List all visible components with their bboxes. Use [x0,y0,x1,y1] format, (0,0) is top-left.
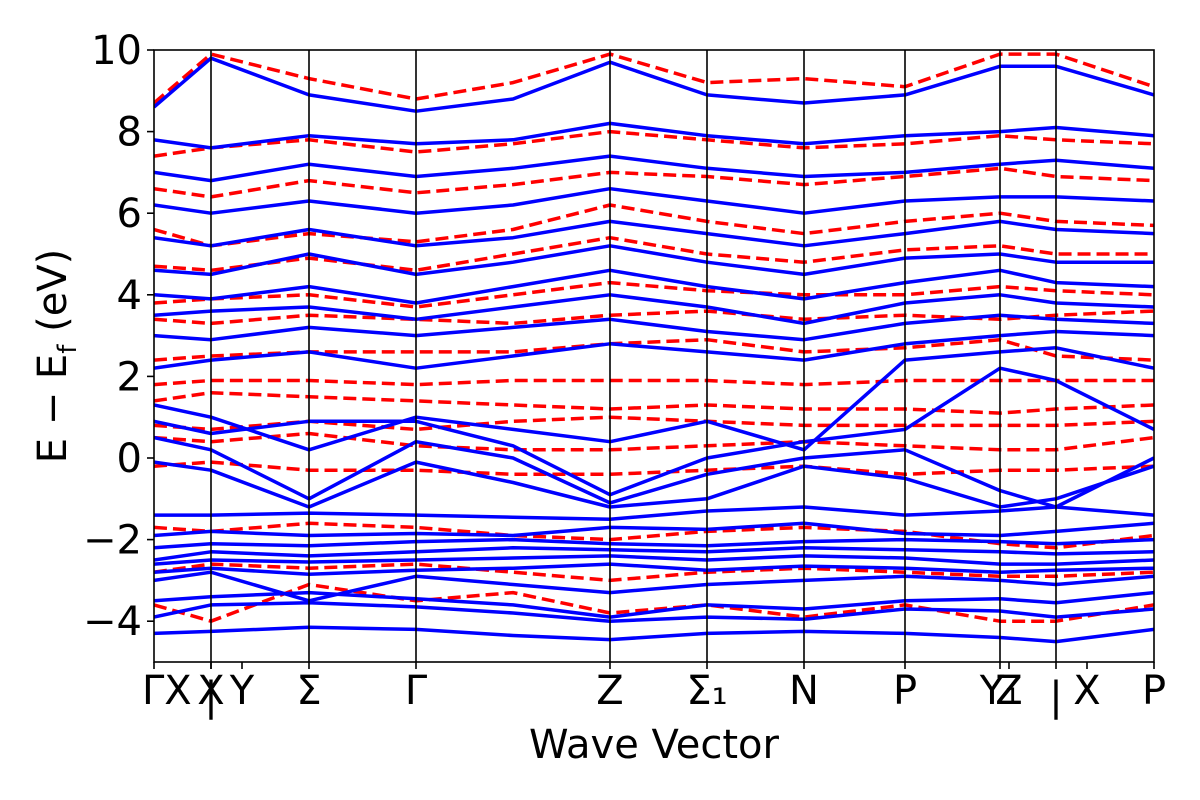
band-dashed-14 [154,166,1154,199]
y-axis-title-unit: (eV) [30,249,76,345]
band-solid-31 [154,329,1154,370]
y-tick-label-3: 0 [117,436,142,482]
band-solid-25 [154,521,1154,538]
band-solid-20 [154,570,1154,603]
band-solid-24 [154,537,1154,550]
y-tick-label-2: −2 [83,518,142,564]
band-dashed-4 [154,460,1154,477]
y-axis-title: E − Ef (eV) [30,249,83,464]
y-tick-label-5: 4 [117,273,142,319]
band-dashed-7 [154,390,1154,415]
y-tick-label-7: 8 [117,110,142,156]
y-axis-title-main: E − E [30,354,76,464]
band-dashed-11 [154,280,1154,309]
band-solid-37 [154,186,1154,215]
band-dashed-13 [154,203,1154,248]
band-solid-32 [154,313,1154,342]
band-dashed-5 [154,431,1154,452]
band-solid-21 [154,562,1154,577]
band-dashed-8 [154,378,1154,387]
x-tick-label-7: Z [596,668,623,714]
x-tick-label-9: N [789,668,819,714]
y-tick-label-1: −4 [83,599,142,645]
x-tick-label-1: ΓX [142,668,192,714]
band-solid-17 [154,625,1154,644]
x-tick-label-10: P [893,668,917,714]
band-dashed-16 [154,52,1154,105]
band-solid-35 [154,244,1154,277]
x-tick-label-4: Y [229,668,255,714]
band-solid-29 [154,366,1154,497]
x-axis-title: Wave Vector [529,722,780,768]
x-tick-label-12: Z [995,668,1022,714]
y-tick-label-8: 10 [91,28,142,74]
band-solid-22 [154,554,1154,566]
band-dashed-3 [154,521,1154,550]
band-solid-36 [154,219,1154,248]
band-solid-34 [154,268,1154,305]
band-solid-40 [154,56,1154,113]
band-solid-38 [154,154,1154,183]
plot-area [153,49,1155,663]
y-tick-label-6: 6 [117,191,142,237]
band-solid-39 [154,121,1154,150]
x-tick-label-14: X [1073,668,1100,714]
y-axis-title-sub: f [53,344,83,354]
x-tick-label-6: Γ [405,668,428,714]
band-solid-27 [154,460,1154,509]
x-tick-label-2: X [197,668,224,714]
band-solid-33 [154,293,1154,326]
band-solid-18 [154,601,1154,623]
band-solid-30 [154,346,1154,452]
kpoint-lines [210,50,1057,662]
x-tick-label-5: Σ [296,668,321,714]
plot-background [154,50,1154,662]
y-axis: −4 −2 0 2 4 6 8 10 [83,28,154,645]
band-dashed-2 [154,562,1154,583]
band-dashed-12 [154,235,1154,273]
x-tick-label-13: | [1049,674,1062,720]
band-solid-23 [154,546,1154,562]
series-layer [154,52,1154,644]
band-solid-26 [154,505,1154,521]
band-dashed-15 [154,129,1154,158]
band-solid-28 [154,435,1154,509]
x-tick-label-15: P [1142,668,1166,714]
band-dashed-1 [154,582,1154,623]
x-tick-label-8: Σ₁ [686,668,727,714]
band-dashed-10 [154,309,1154,326]
plot-frame [153,49,1155,663]
x-tick-label-3: | [204,674,217,720]
x-tick-label-11: Y₁ [979,668,1020,714]
x-axis: ΓX X| Y Σ Γ Z Σ₁ N P Y₁Z | X P [142,662,1166,720]
band-solid-19 [154,590,1154,619]
y-tick-label-4: 2 [117,354,142,400]
